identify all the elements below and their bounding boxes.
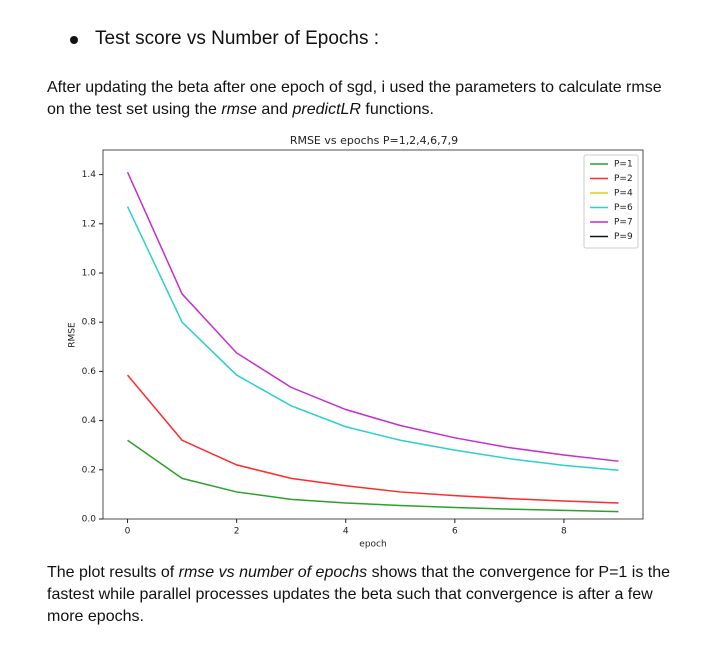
- text-run: After updating the beta after one epoch …: [47, 79, 662, 118]
- chart: RMSE vs epochs P=1,2,4,6,7,9 epoch RMSE …: [68, 134, 644, 550]
- text-run: predictLR: [292, 101, 361, 118]
- plot-frame: [102, 149, 644, 520]
- text-run: rmse vs number of epochs: [178, 564, 368, 581]
- x-tick-label: 8: [561, 527, 567, 537]
- y-tick-label: 1.4: [82, 170, 97, 180]
- text-run: shows that the convergence for P=1 is th…: [47, 564, 670, 625]
- y-axis-label: RMSE: [68, 322, 78, 348]
- y-tick-label: 0.8: [82, 318, 97, 328]
- legend-label: P=7: [614, 218, 633, 228]
- text-run: and: [256, 101, 293, 118]
- legend-label: P=6: [614, 203, 633, 213]
- legend-label: P=2: [614, 174, 633, 184]
- y-tick-label: 1.0: [82, 269, 97, 279]
- heading: Test score vs Number of Epochs :: [95, 28, 380, 49]
- legend-label: P=1: [614, 160, 633, 170]
- x-tick-label: 4: [343, 527, 349, 537]
- text-run: The plot results of: [47, 564, 179, 581]
- line: [127, 439, 619, 513]
- line: [126, 171, 619, 462]
- x-tick-label: 2: [234, 527, 240, 537]
- legend-label: P=4: [614, 189, 633, 199]
- paragraph: After updating the beta after one epoch …: [47, 77, 672, 121]
- y-tick-label: 0.0: [82, 515, 97, 525]
- legend-label: P=9: [614, 232, 633, 242]
- y-tick-label: 0.6: [82, 367, 97, 377]
- chart-title: RMSE vs epochs P=1,2,4,6,7,9: [290, 134, 458, 147]
- text-run: functions.: [360, 101, 434, 118]
- x-tick-label: 6: [452, 527, 458, 537]
- y-tick-label: 1.2: [82, 219, 96, 229]
- x-tick-label: 0: [125, 527, 131, 537]
- y-tick-label: 0.4: [82, 416, 97, 426]
- y-tick-label: 0.2: [82, 465, 96, 475]
- line: [126, 206, 619, 472]
- text-run: rmse: [221, 101, 257, 118]
- x-axis-label: epoch: [359, 540, 386, 550]
- line: [126, 374, 619, 504]
- bullet: [70, 36, 78, 44]
- paragraph: The plot results of rmse vs number of ep…: [47, 562, 672, 628]
